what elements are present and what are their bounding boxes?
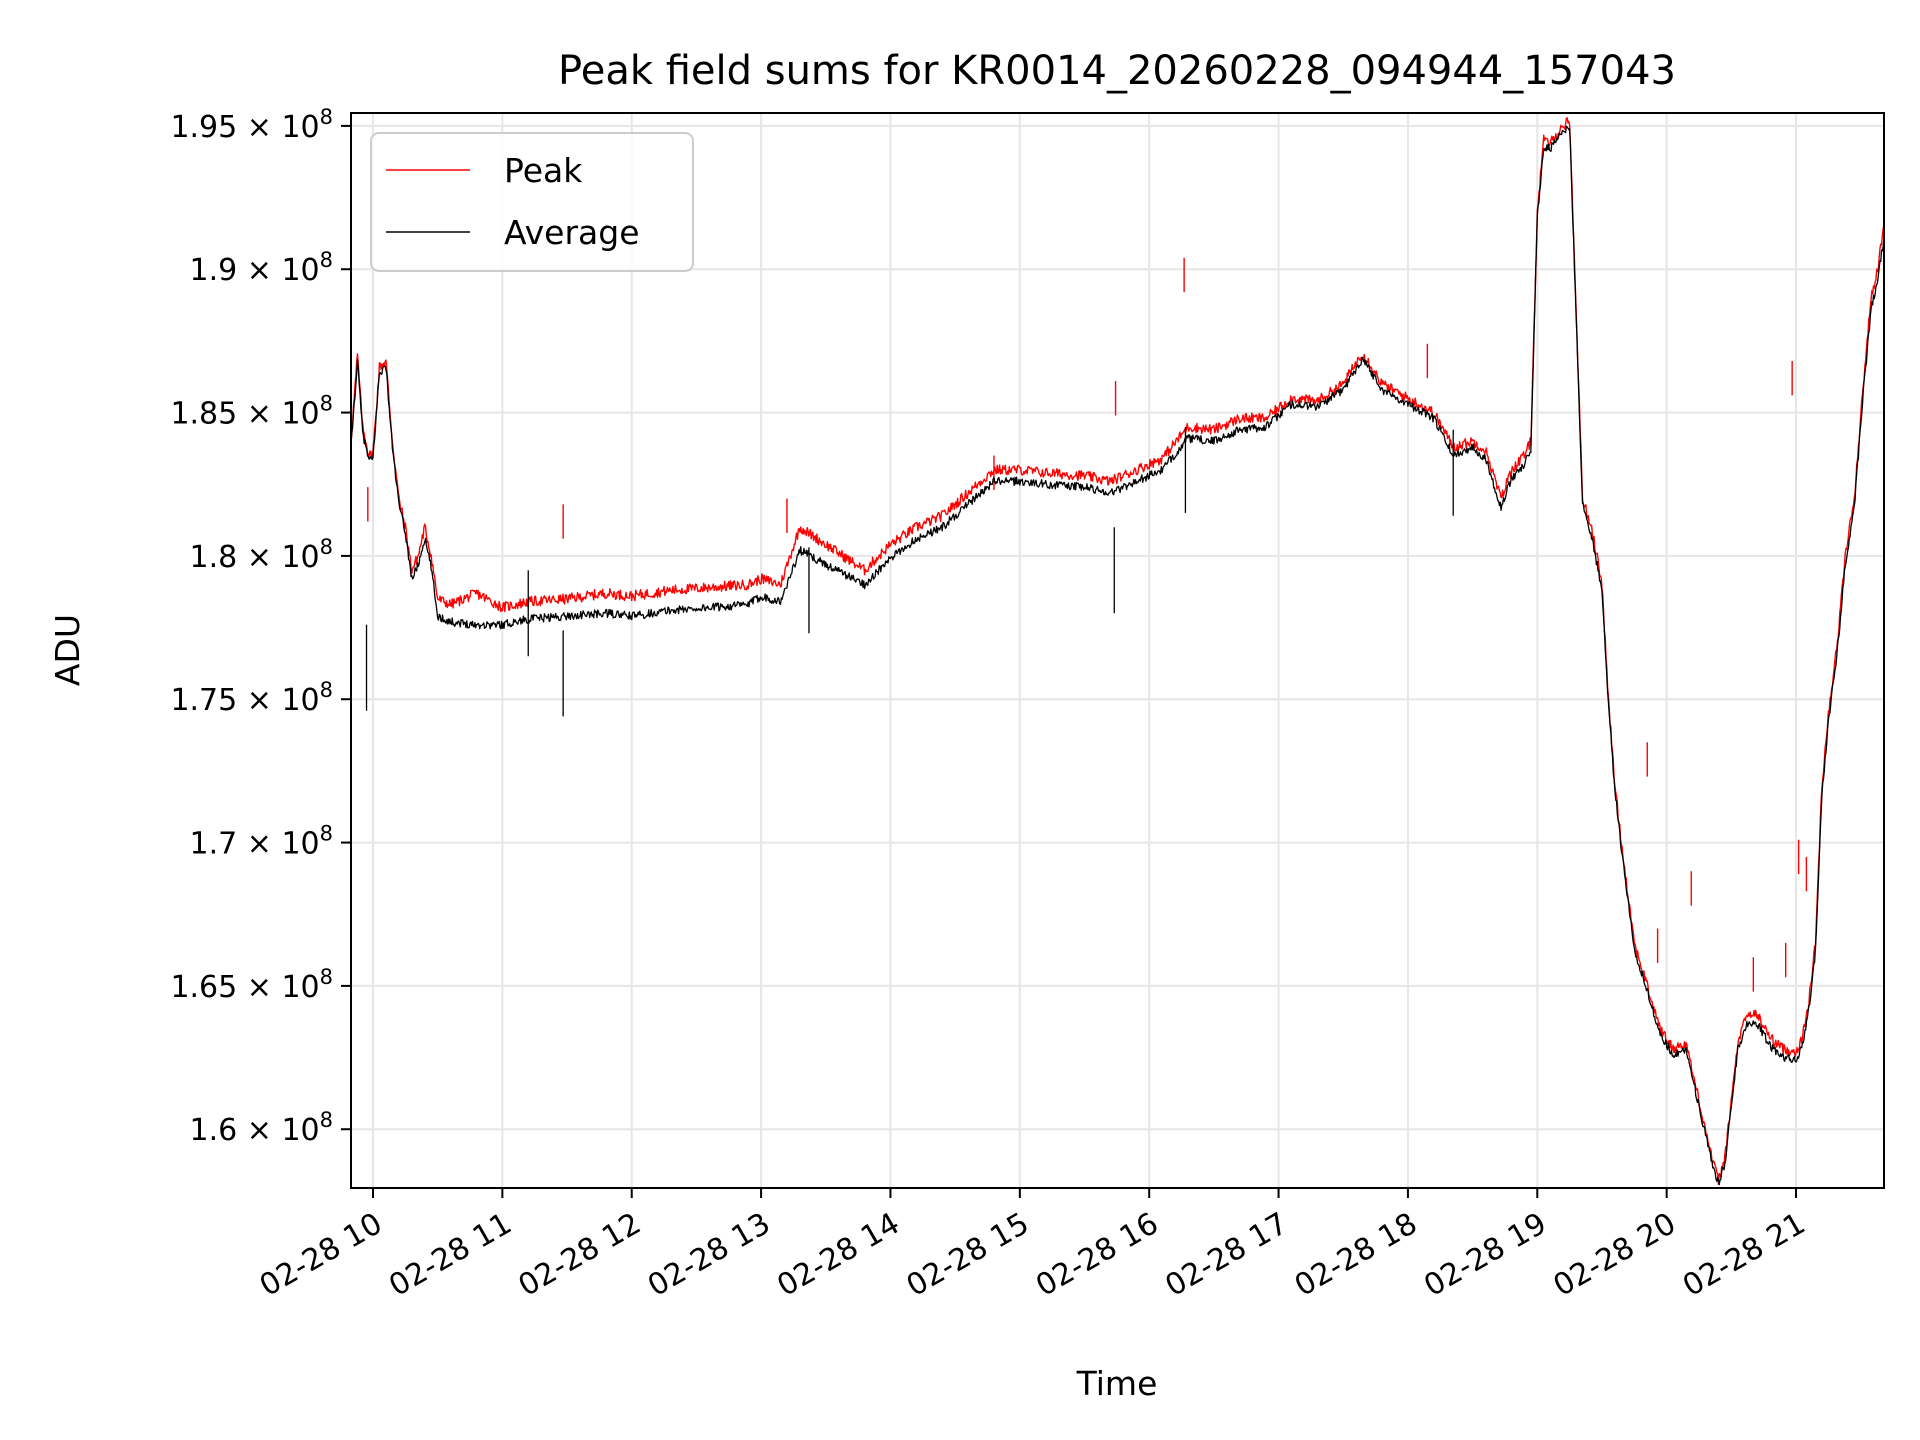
plot-frame [350,112,1885,1189]
y-tick-label: 1.75 × 108 [170,678,333,718]
y-tick-label: 1.95 × 108 [170,105,333,145]
y-tick-label: 1.9 × 108 [190,248,333,288]
legend-label-peak: Peak [504,151,583,190]
y-axis-title: ADU [48,614,87,686]
legend-label-average: Average [504,213,640,252]
legend-box [370,132,694,272]
y-axis: 1.6 × 108 1.65 × 108 1.7 × 108 1.75 × 108 1.… [170,105,351,1148]
chart-title: Peak field sums for KR0014_20260228_0949… [558,48,1676,94]
grid [351,113,1884,1188]
x-axis-title: Time [1076,1364,1158,1403]
y-tick-label: 1.7 × 108 [190,822,333,862]
series-layer [351,117,1884,1186]
legend: Peak Average [370,132,694,272]
y-tick-label: 1.65 × 108 [170,965,333,1005]
series-line-average [351,125,1884,1186]
y-tick-label: 1.6 × 108 [190,1108,333,1148]
y-tick-label: 1.85 × 108 [170,392,333,432]
y-tick-label: 1.8 × 108 [190,535,333,575]
